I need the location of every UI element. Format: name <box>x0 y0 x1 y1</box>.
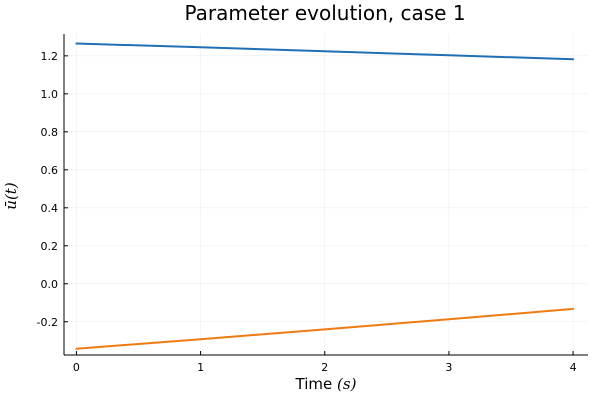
series-line-1 <box>75 42 575 61</box>
y-tick-label: 0.0 <box>41 278 59 291</box>
y-tick-label: 0.4 <box>41 202 59 215</box>
y-tick-label: 0.2 <box>41 240 59 253</box>
y-tick-label: -0.2 <box>37 316 58 329</box>
ticks: 0 1 2 3 4 -0.2 0.0 0.2 0.4 0.6 0.8 1.0 1.2 <box>37 50 577 374</box>
grid <box>64 34 588 355</box>
chart-title: Parameter evolution, case 1 <box>184 1 465 25</box>
y-tick-label: 0.8 <box>41 126 59 139</box>
x-axis-label-unit: (s) <box>337 375 357 393</box>
x-tick-label: 2 <box>321 361 328 374</box>
series-line-2 <box>75 307 575 350</box>
series-layer <box>75 42 575 350</box>
x-axis-label-text: Time <box>295 375 333 393</box>
y-axis-label: ū(t) <box>2 182 20 210</box>
x-tick-label: 0 <box>73 361 80 374</box>
y-tick-label: 0.6 <box>41 164 59 177</box>
y-tick-label: 1.2 <box>41 50 59 63</box>
x-tick-label: 4 <box>570 361 577 374</box>
x-tick-label: 1 <box>197 361 204 374</box>
x-tick-label: 3 <box>445 361 452 374</box>
x-axis-label: Time (s) <box>295 375 357 393</box>
y-tick-label: 1.0 <box>41 88 59 101</box>
